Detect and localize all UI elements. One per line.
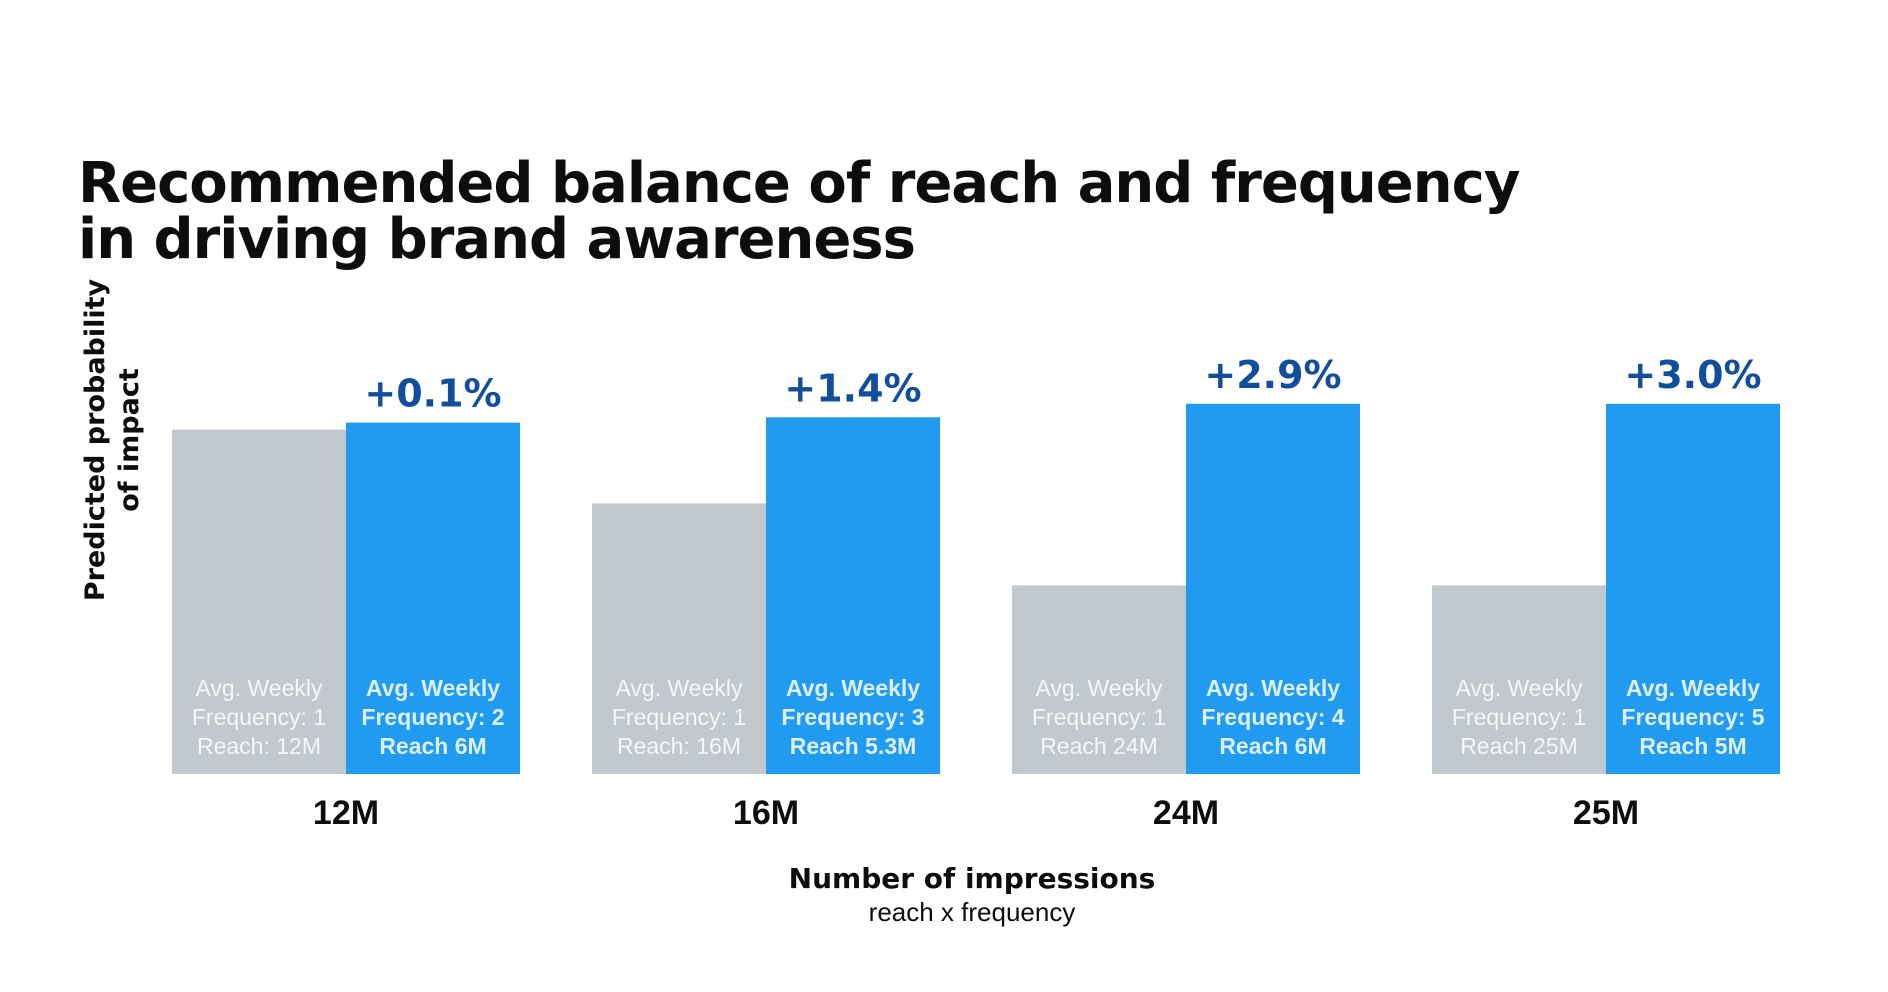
bar-label-25M-frequency-2: Reach 5M	[1639, 733, 1746, 759]
bar-label-24M-reach-1: Frequency: 1	[1032, 704, 1166, 730]
x-tick-16M: 16M	[733, 794, 799, 832]
bar-label-12M-frequency-0: Avg. Weekly	[366, 675, 500, 701]
bar-reach-24M	[1012, 585, 1186, 774]
delta-annotation-12M: +0.1%	[364, 372, 501, 416]
bar-label-16M-reach-0: Avg. Weekly	[616, 675, 743, 701]
x-tick-25M: 25M	[1573, 794, 1639, 832]
delta-annotation-16M: +1.4%	[784, 366, 921, 410]
delta-annotation-24M: +2.9%	[1204, 353, 1341, 397]
bar-label-16M-frequency-2: Reach 5.3M	[790, 733, 917, 759]
bar-label-25M-frequency-0: Avg. Weekly	[1626, 675, 1760, 701]
x-axis-subtitle: reach x frequency	[869, 897, 1076, 927]
bar-label-16M-frequency-0: Avg. Weekly	[786, 675, 920, 701]
bar-label-24M-reach-2: Reach 24M	[1040, 733, 1158, 759]
bar-label-24M-reach-0: Avg. Weekly	[1036, 675, 1163, 701]
chart-title-line-2: in driving brand awareness	[78, 207, 916, 272]
y-axis-title-line-1: Predicted probability	[80, 278, 111, 601]
x-tick-12M: 12M	[313, 794, 379, 832]
bar-label-24M-frequency-1: Frequency: 4	[1201, 704, 1344, 730]
bar-frequency-12M	[346, 422, 520, 774]
bar-label-12M-frequency-2: Reach 6M	[379, 733, 486, 759]
bar-label-25M-reach-0: Avg. Weekly	[1456, 675, 1583, 701]
bar-frequency-25M	[1606, 403, 1780, 774]
bar-label-12M-reach-2: Reach: 12M	[197, 733, 321, 759]
delta-annotation-25M: +3.0%	[1624, 353, 1761, 397]
bar-reach-16M	[592, 503, 766, 774]
bar-label-12M-reach-0: Avg. Weekly	[196, 675, 323, 701]
bar-label-25M-reach-2: Reach 25M	[1460, 733, 1578, 759]
bar-frequency-16M	[766, 417, 940, 774]
bar-label-24M-frequency-0: Avg. Weekly	[1206, 675, 1340, 701]
chart-title: Recommended balance of reach and frequen…	[78, 156, 1838, 268]
bar-label-24M-frequency-2: Reach 6M	[1219, 733, 1326, 759]
bar-frequency-24M	[1186, 403, 1360, 774]
bar-label-25M-reach-1: Frequency: 1	[1452, 704, 1586, 730]
bar-label-16M-frequency-1: Frequency: 3	[781, 704, 924, 730]
bar-label-16M-reach-2: Reach: 16M	[617, 733, 741, 759]
chart-title-line-1: Recommended balance of reach and frequen…	[78, 151, 1520, 216]
x-axis-title: Number of impressions	[789, 862, 1156, 895]
bar-label-16M-reach-1: Frequency: 1	[612, 704, 746, 730]
x-tick-24M: 24M	[1153, 794, 1219, 832]
bar-label-12M-reach-1: Frequency: 1	[192, 704, 326, 730]
bar-label-25M-frequency-1: Frequency: 5	[1621, 704, 1764, 730]
bar-reach-12M	[172, 429, 346, 774]
y-axis-title-line-2: of impact	[114, 368, 145, 512]
bar-label-12M-frequency-1: Frequency: 2	[361, 704, 504, 730]
bar-reach-25M	[1432, 585, 1606, 774]
